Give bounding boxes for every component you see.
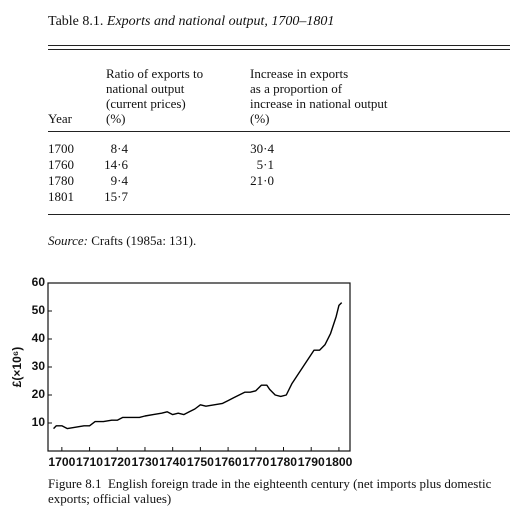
x-tick-label: 1700 <box>48 455 75 469</box>
value-cell: 30·4 <box>250 141 274 156</box>
x-tick-label: 1770 <box>242 455 269 469</box>
source: Crafts (1985a: 131). <box>91 233 197 248</box>
x-tick-label: 1720 <box>104 455 131 469</box>
y-tick-label: 30 <box>32 359 46 373</box>
column-header: (current prices) <box>106 96 186 111</box>
value-cell: 21·0 <box>250 173 274 188</box>
column-header: national output <box>106 81 185 96</box>
x-tick-label: 1800 <box>325 455 352 469</box>
rule <box>48 45 510 46</box>
column-header: (%) <box>106 111 126 126</box>
rule <box>48 131 510 132</box>
year-cell: 1700 <box>48 141 74 156</box>
x-tick-label: 1790 <box>298 455 325 469</box>
y-tick-label: 40 <box>32 331 46 345</box>
x-tick-label: 1710 <box>76 455 103 469</box>
y-tick-label: 10 <box>32 415 46 429</box>
rule <box>48 49 510 50</box>
table-title-row: Table 8.1. Exports and national output, … <box>48 14 334 29</box>
column-header: Increase in exports <box>250 66 349 81</box>
column-header: Ratio of exports to <box>106 66 204 81</box>
table-label: Table 8.1. <box>48 14 104 29</box>
figure-caption: Figure 8.1 English foreign trade in the … <box>48 476 508 506</box>
value-cell: 5·1 <box>256 157 274 172</box>
x-tick-label: 1740 <box>159 455 186 469</box>
value-cell: 8·4 <box>110 141 128 156</box>
y-tick-label: 50 <box>32 303 46 317</box>
y-tick-label: 60 <box>32 275 46 289</box>
data-line <box>53 302 343 430</box>
value-cell: 14·6 <box>104 157 128 172</box>
column-header: (%) <box>250 111 270 126</box>
column-header: as a proportion of <box>250 81 343 96</box>
chart: £(×10⁶) 10 20 30 40 50 60 1700 1710 1720 1730 1740… <box>10 275 353 469</box>
value-cell: 15·7 <box>104 189 128 204</box>
table-title: Exports and national output, 1700–1801 <box>106 14 335 29</box>
x-tick-label: 1750 <box>187 455 214 469</box>
y-tick-label: 20 <box>32 387 46 401</box>
source-line: Source: Crafts (1985a: 131). <box>48 233 196 248</box>
plot-frame <box>47 282 351 452</box>
x-tick-label: 1780 <box>270 455 297 469</box>
column-header: Year <box>48 111 72 126</box>
year-cell: 1801 <box>48 189 74 204</box>
source-label: Source: <box>48 233 88 248</box>
y-axis-label: £(×10⁶) <box>10 347 24 388</box>
rule <box>48 214 510 215</box>
x-tick-label: 1730 <box>131 455 158 469</box>
column-header: increase in national output <box>250 96 388 111</box>
figure-label: Figure 8.1 <box>48 476 102 491</box>
figure-caption-text: English foreign trade in the eighteenth … <box>48 476 492 506</box>
x-tick-label: 1760 <box>215 455 242 469</box>
year-cell: 1760 <box>48 157 74 172</box>
year-cell: 1780 <box>48 173 74 188</box>
value-cell: 9·4 <box>110 173 128 188</box>
